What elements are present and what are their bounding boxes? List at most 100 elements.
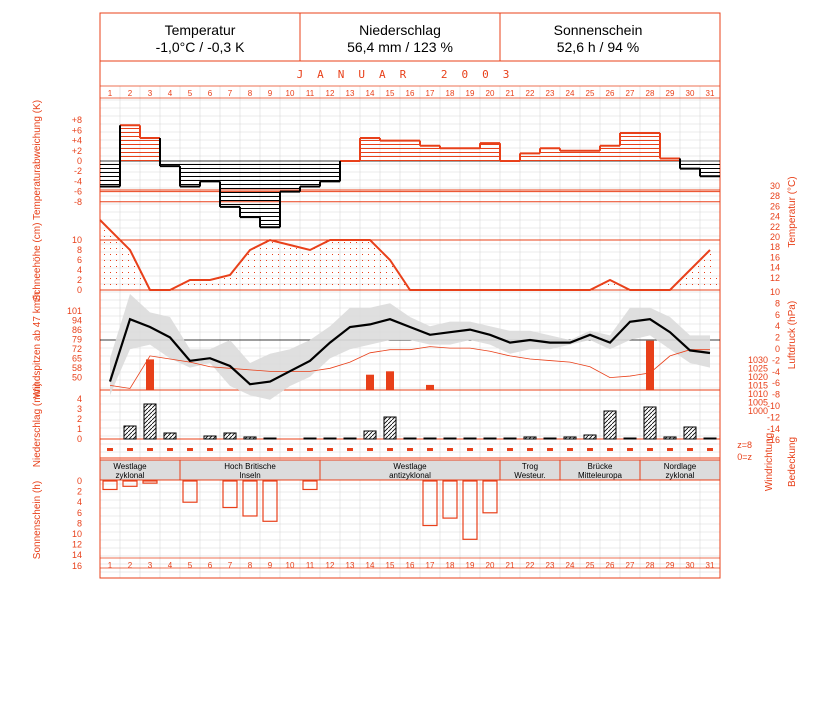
cover-mark bbox=[187, 448, 193, 451]
temperature-tick: 14 bbox=[770, 263, 780, 273]
precip-bar bbox=[463, 437, 477, 440]
cover-mark bbox=[687, 448, 693, 451]
cover-mark bbox=[287, 448, 293, 451]
temperature-tick: -14 bbox=[767, 424, 780, 434]
precipitation-title: Niederschlag bbox=[359, 22, 441, 38]
temp-anomaly-bar bbox=[200, 161, 220, 182]
sunshine-value: 52,6 h / 94 % bbox=[557, 39, 640, 55]
sunshine-bar bbox=[422, 480, 438, 527]
precip-bar bbox=[403, 437, 417, 440]
precip-bar bbox=[663, 436, 677, 440]
day-label: 17 bbox=[426, 89, 435, 98]
cover-mark bbox=[127, 448, 133, 451]
sunshine-tick: 0 bbox=[77, 476, 82, 486]
cover-mark bbox=[467, 448, 473, 451]
precip-bar bbox=[363, 430, 377, 440]
sunshine-tick: 2 bbox=[77, 487, 82, 497]
day-label: 14 bbox=[366, 561, 375, 570]
temperature-tick: 28 bbox=[770, 191, 780, 201]
temperature-range-band bbox=[110, 294, 710, 400]
day-label: 29 bbox=[666, 89, 675, 98]
day-label: 20 bbox=[486, 89, 495, 98]
temperature-mean-line bbox=[108, 317, 711, 386]
day-label: 2 bbox=[128, 561, 133, 570]
temp-anomaly-bar bbox=[320, 161, 340, 182]
temperature-tick: 16 bbox=[770, 252, 780, 262]
sunshine-bar bbox=[262, 480, 278, 522]
precip-bar bbox=[143, 403, 157, 440]
day-label: 25 bbox=[586, 561, 595, 570]
temp-anomaly-tick: +4 bbox=[72, 136, 82, 146]
cover-mark bbox=[427, 448, 433, 451]
cover-mark bbox=[347, 448, 353, 451]
wind-axis-label: Windspitzen ab 47 km/h bbox=[32, 292, 43, 399]
temp-anomaly-tick: +2 bbox=[72, 146, 82, 156]
sunshine-tick: 14 bbox=[72, 550, 82, 560]
day-label: 16 bbox=[406, 561, 415, 570]
day-label: 1 bbox=[108, 89, 113, 98]
pressure-tick: 1000 bbox=[748, 406, 768, 416]
sunshine-bar bbox=[442, 480, 458, 519]
cover-mark bbox=[247, 448, 253, 451]
month-label: JANUAR 2003 bbox=[297, 68, 524, 81]
snow-axis-label: Schneehöhe (cm) bbox=[32, 223, 43, 302]
day-label: 28 bbox=[646, 561, 655, 570]
day-label: 26 bbox=[606, 89, 615, 98]
cover-mark bbox=[607, 448, 613, 451]
precip-bar bbox=[203, 435, 217, 440]
cover-mark bbox=[107, 448, 113, 451]
wind-tick: 50 bbox=[72, 373, 82, 383]
day-label: 3 bbox=[148, 89, 153, 98]
sunshine-bar bbox=[122, 480, 138, 487]
sunshine-bar bbox=[242, 480, 258, 517]
sunshine-tick: 12 bbox=[72, 540, 82, 550]
temp-anomaly-tick: -8 bbox=[74, 197, 82, 207]
wind-tick: 79 bbox=[72, 335, 82, 345]
wind-tick: 94 bbox=[72, 316, 82, 326]
day-label: 4 bbox=[168, 561, 173, 570]
temp-anomaly-bar bbox=[360, 138, 380, 161]
cover-mark bbox=[407, 448, 413, 451]
temperature-tick: 30 bbox=[770, 181, 780, 191]
weather-type-label: Hoch Britische Inseln bbox=[224, 462, 276, 480]
precip-bar bbox=[323, 437, 337, 440]
pressure-tick: 1020 bbox=[748, 372, 768, 382]
wind-gust-bar bbox=[366, 374, 374, 390]
day-label: 12 bbox=[326, 561, 335, 570]
precip-bar bbox=[163, 432, 177, 440]
wind-dir-tick: 0=z bbox=[737, 452, 752, 462]
temp-anomaly-bar bbox=[600, 145, 620, 161]
precip-bar bbox=[303, 437, 317, 440]
day-label: 22 bbox=[526, 89, 535, 98]
temperature-tick: 26 bbox=[770, 201, 780, 211]
cover-mark bbox=[227, 448, 233, 451]
cover-mark bbox=[167, 448, 173, 451]
weather-type-label: Trog Westeur. bbox=[514, 462, 545, 480]
wind-dir-axis-label: Windrichtung bbox=[764, 433, 775, 491]
cover-mark bbox=[507, 448, 513, 451]
day-label: 30 bbox=[686, 561, 695, 570]
tick-labels: +8+6+4+20-2-4-6-830282624222018161412108… bbox=[67, 115, 780, 571]
sunshine-tick: 8 bbox=[77, 518, 82, 528]
temp-anomaly-bar bbox=[160, 161, 180, 167]
day-label: 25 bbox=[586, 89, 595, 98]
wind-tick: 65 bbox=[72, 354, 82, 364]
precip-bar bbox=[603, 410, 617, 440]
temp-anomaly-bar bbox=[260, 161, 280, 228]
day-label: 7 bbox=[228, 561, 233, 570]
day-label: 24 bbox=[566, 561, 575, 570]
temp-anomaly-bar bbox=[700, 161, 720, 177]
wind-gust-bar bbox=[426, 384, 434, 390]
sunshine-bar bbox=[182, 480, 198, 503]
temp-anomaly-bar bbox=[680, 161, 700, 169]
temperature-tick: 20 bbox=[770, 232, 780, 242]
wind-tick: 58 bbox=[72, 363, 82, 373]
day-label: 29 bbox=[666, 561, 675, 570]
day-label: 6 bbox=[208, 561, 213, 570]
cover-mark bbox=[447, 448, 453, 451]
weather-type-line: Nordlage bbox=[664, 462, 697, 471]
precip-bar bbox=[423, 437, 437, 440]
temp-anomaly-bar bbox=[380, 140, 400, 161]
cover-mark bbox=[587, 448, 593, 451]
